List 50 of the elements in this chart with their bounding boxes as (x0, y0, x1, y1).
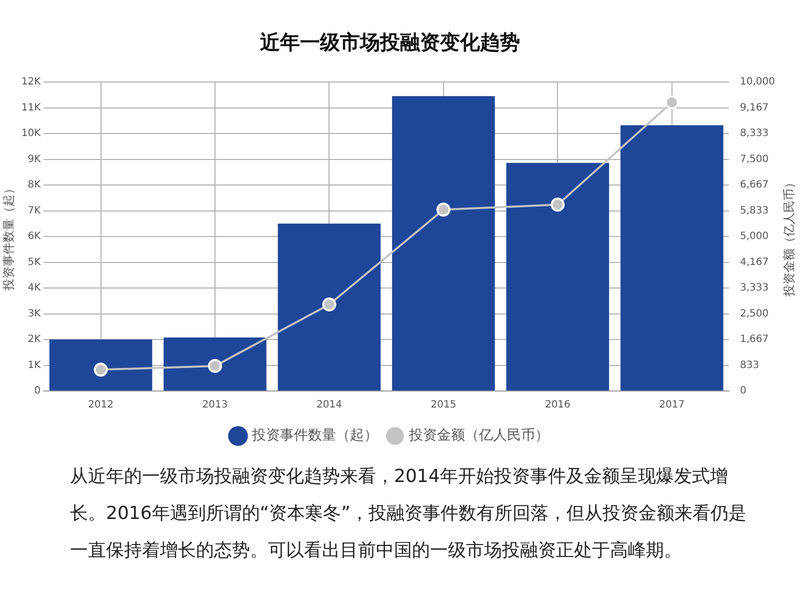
y-tick-label: 10K (21, 128, 42, 140)
y-axis-title: 投资事件数量（起） (1, 182, 16, 292)
y-tick-label: 7K (28, 205, 42, 216)
y2-tick-label: 5,000 (740, 231, 769, 242)
x-tick-label: 2016 (544, 400, 570, 411)
point (94, 362, 108, 377)
bar (278, 224, 381, 390)
point (664, 95, 679, 110)
y-tick-label: 5K (28, 256, 42, 268)
y2-tick-label: 3,333 (740, 282, 769, 294)
y2-tick-label: 9,167 (740, 102, 769, 114)
chart-title: 近年一级市场投融资变化趋势 (259, 30, 520, 54)
bar (164, 337, 266, 390)
bar (620, 125, 724, 390)
y2-axis-title: 投资金额（亿人民币） (782, 176, 796, 298)
x-tick-label: 2014 (316, 400, 342, 411)
y2-tick-label: 10,000 (740, 76, 776, 88)
x-tick-label: 2012 (88, 400, 114, 411)
y-tick-label: 12K (21, 76, 42, 88)
point (550, 198, 565, 212)
point (436, 202, 450, 217)
y-tick-label: 1K (28, 360, 42, 371)
text: 从近年的一级市场投融资变化趋势来看，2014年开始投资事件及金额呈现爆发式增长。2016年遇到所谓的“资本寒冬”，投融资事件数有所回落，但从投资金额来看仍是一直保持着增长的态势。可以看出目前中国的一级市场投融资正处于高峰期。 (70, 465, 748, 563)
y2-tick-label: 0 (740, 386, 746, 397)
legend-label: 投资事件数量（起） (251, 428, 378, 444)
y2-tick-label: 833 (740, 360, 760, 371)
bar (49, 340, 152, 390)
y2-tick-label: 7,500 (740, 154, 769, 165)
legend-label: 投资金额（亿人民币） (408, 428, 549, 444)
y2-tick-label: 5,833 (740, 205, 769, 216)
point (208, 358, 222, 373)
y-tick-label: 3K (28, 308, 42, 320)
x-tick-label: 2013 (202, 400, 228, 411)
y-tick-label: 9K (28, 154, 42, 165)
y-tick-label: 11K (21, 102, 42, 114)
y2-tick-label: 2,500 (740, 308, 769, 320)
y-tick-label: 0 (34, 386, 41, 397)
y2-tick-label: 1,667 (740, 334, 769, 346)
y-tick-label: 4K (28, 282, 42, 294)
y2-tick-label: 4,167 (740, 256, 769, 268)
y-tick-label: 6K (28, 231, 42, 242)
x-tick-label: 2017 (659, 400, 685, 411)
y2-tick-label: 8,333 (740, 128, 769, 140)
y-tick-label: 2K (28, 334, 42, 346)
bar (506, 162, 610, 390)
bar (392, 96, 495, 390)
point (322, 297, 336, 312)
y-tick-label: 8K (28, 180, 42, 191)
y2-tick-label: 6,667 (740, 180, 769, 191)
x-tick-label: 2015 (430, 400, 456, 411)
